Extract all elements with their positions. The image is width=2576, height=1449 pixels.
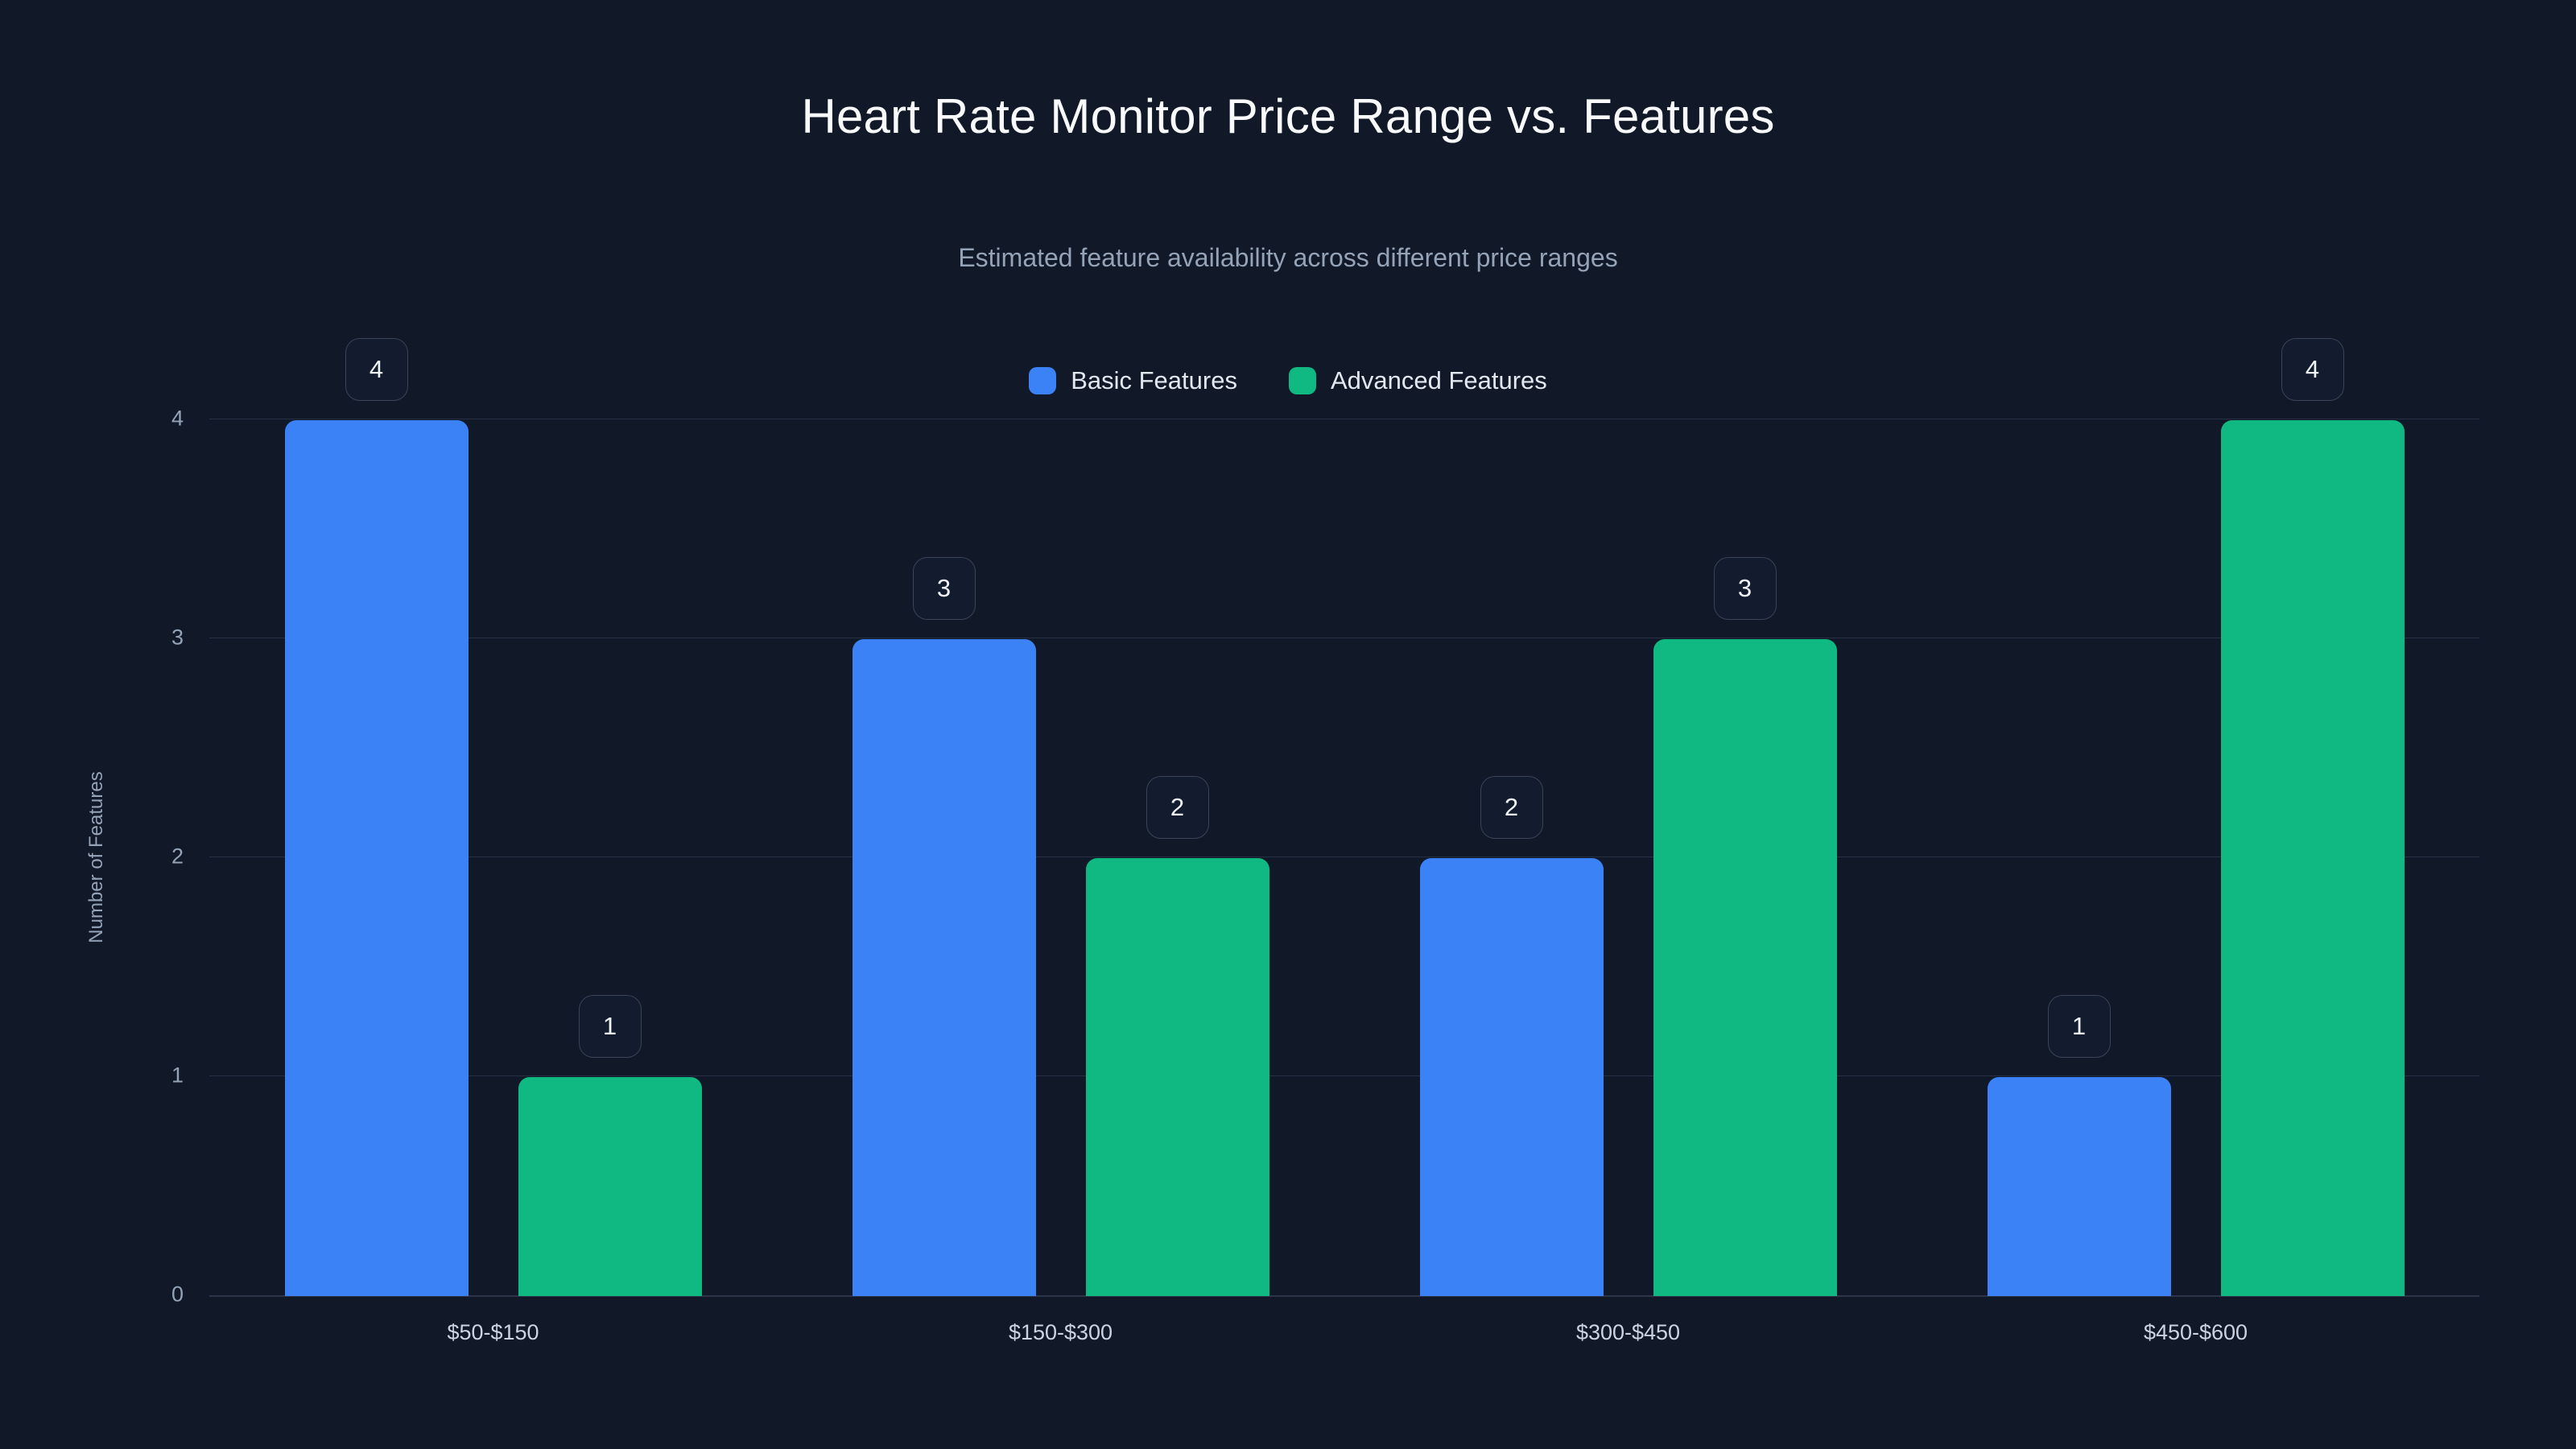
legend-item-1[interactable]: Basic Features (1029, 366, 1237, 395)
bar[interactable] (852, 639, 1036, 1296)
bar[interactable] (2220, 420, 2405, 1296)
chart-title: Heart Rate Monitor Price Range vs. Featu… (801, 89, 1775, 143)
bar-value-badge: 3 (1713, 557, 1777, 620)
bar[interactable] (284, 420, 469, 1296)
y-axis-tick-label: 3 (171, 625, 184, 650)
bar[interactable] (518, 1077, 702, 1296)
legend-label: Basic Features (1071, 366, 1237, 394)
x-axis-line (209, 1295, 2479, 1297)
y-axis-tick-label: 2 (171, 844, 184, 869)
x-axis-tick-label: $150-$300 (1008, 1320, 1113, 1344)
y-axis-tick-label: 4 (171, 406, 184, 431)
legend-item-2[interactable]: Advanced Features (1288, 366, 1547, 395)
chart-legend: Basic Features Advanced Features (0, 366, 2576, 395)
y-axis-tick-label: 0 (171, 1282, 184, 1307)
legend-swatch-icon (1029, 367, 1057, 394)
bar-value-badge: 1 (2047, 995, 2111, 1058)
gridline (209, 1075, 2479, 1076)
y-axis-title: Number of Features (85, 771, 107, 943)
legend-label: Advanced Features (1330, 366, 1547, 394)
x-axis-tick-label: $450-$600 (2143, 1320, 2248, 1344)
bar[interactable] (1987, 1077, 2171, 1296)
bar[interactable] (1653, 639, 1837, 1296)
plot-area (209, 419, 2479, 1297)
bar-value-badge: 3 (912, 557, 976, 620)
bar[interactable] (1085, 858, 1269, 1296)
bar-value-badge: 4 (345, 338, 408, 401)
bar-value-badge: 1 (578, 995, 642, 1058)
x-axis-tick-label: $300-$450 (1575, 1320, 1681, 1344)
bar-value-badge: 4 (2281, 338, 2344, 401)
bar[interactable] (1419, 858, 1604, 1296)
x-axis-tick-label: $50-$150 (447, 1320, 539, 1344)
chart-subtitle: Estimated feature availability across di… (958, 243, 1618, 272)
bar-value-badge: 2 (1146, 776, 1209, 839)
bar-value-badge: 2 (1480, 776, 1543, 839)
legend-swatch-icon (1288, 367, 1316, 394)
y-axis-tick-label: 1 (171, 1063, 184, 1088)
